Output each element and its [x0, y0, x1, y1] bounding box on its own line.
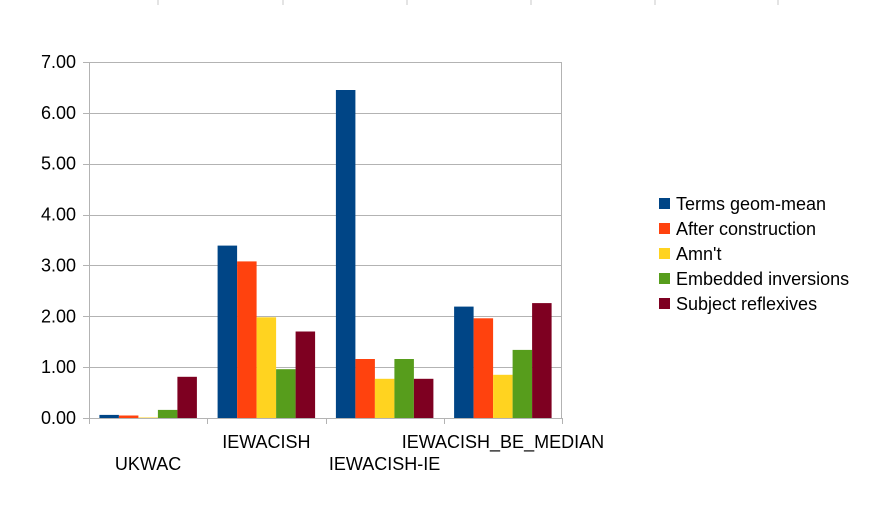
bar-after-construction-2: [355, 359, 375, 418]
legend-swatch: [659, 223, 670, 234]
legend-swatch: [659, 298, 670, 309]
y-tick-label: 5.00: [41, 154, 76, 174]
bars: [99, 90, 552, 418]
y-tick-label: 2.00: [41, 306, 76, 326]
axes: [89, 62, 563, 424]
y-tick-label: 7.00: [41, 52, 76, 72]
bar-terms-geom-mean-2: [335, 90, 356, 418]
bar-subject-reflexives-3: [532, 303, 552, 418]
y-tick-label: 4.00: [41, 205, 76, 225]
y-tick-label: 6.00: [41, 103, 76, 123]
bar-after-construction-3: [473, 318, 494, 418]
bar-amn-t-1: [256, 317, 277, 418]
bar-amn-t-2: [374, 378, 395, 418]
gridlines: [83, 62, 562, 419]
bar-after-construction-0: [118, 415, 139, 418]
legend-swatch: [659, 273, 670, 284]
bar-amn-t-3: [493, 374, 513, 418]
bar-embedded-inversions-1: [276, 369, 296, 418]
bar-embedded-inversions-3: [512, 349, 533, 418]
bar-embedded-inversions-2: [394, 359, 414, 418]
bar-terms-geom-mean-0: [99, 414, 119, 418]
bar-after-construction-1: [237, 261, 257, 418]
x-category-label: UKWAC: [115, 454, 181, 474]
bar-subject-reflexives-2: [413, 378, 434, 418]
legend-swatch: [659, 198, 670, 209]
x-category-label: IEWACISH_BE_MEDIAN: [402, 432, 604, 453]
bar-amn-t-0: [138, 417, 158, 418]
y-tick-label: 0.00: [41, 408, 76, 428]
x-category-label: IEWACISH-IE: [329, 454, 440, 474]
bar-terms-geom-mean-3: [454, 306, 474, 418]
y-tick-label: 1.00: [41, 357, 76, 377]
legend-label: Terms geom-mean: [676, 194, 826, 214]
legend: Terms geom-mean After construction Amn't Em…: [659, 194, 849, 314]
x-axis-categories: UKWAC IEWACISH IEWACISH-IEIEWACISH_BE_MEDI…: [115, 432, 604, 474]
bar-subject-reflexives-1: [295, 331, 316, 418]
legend-swatch: [659, 248, 670, 259]
top-edge-ticks: [157, 0, 779, 5]
y-axis-ticks: 0.00 1.00 2.00 3.00 4.00 5.00 6.00 7.00: [41, 52, 76, 428]
y-tick-label: 3.00: [41, 255, 76, 275]
legend-label: After construction: [676, 219, 816, 239]
bar-embedded-inversions-0: [157, 409, 178, 418]
x-category-label: IEWACISH: [222, 432, 310, 452]
legend-label: Subject reflexives: [676, 294, 817, 314]
bar-terms-geom-mean-1: [217, 245, 238, 418]
bar-subject-reflexives-0: [177, 376, 197, 418]
legend-label: Amn't: [676, 244, 721, 264]
legend-label: Embedded inversions: [676, 269, 849, 289]
